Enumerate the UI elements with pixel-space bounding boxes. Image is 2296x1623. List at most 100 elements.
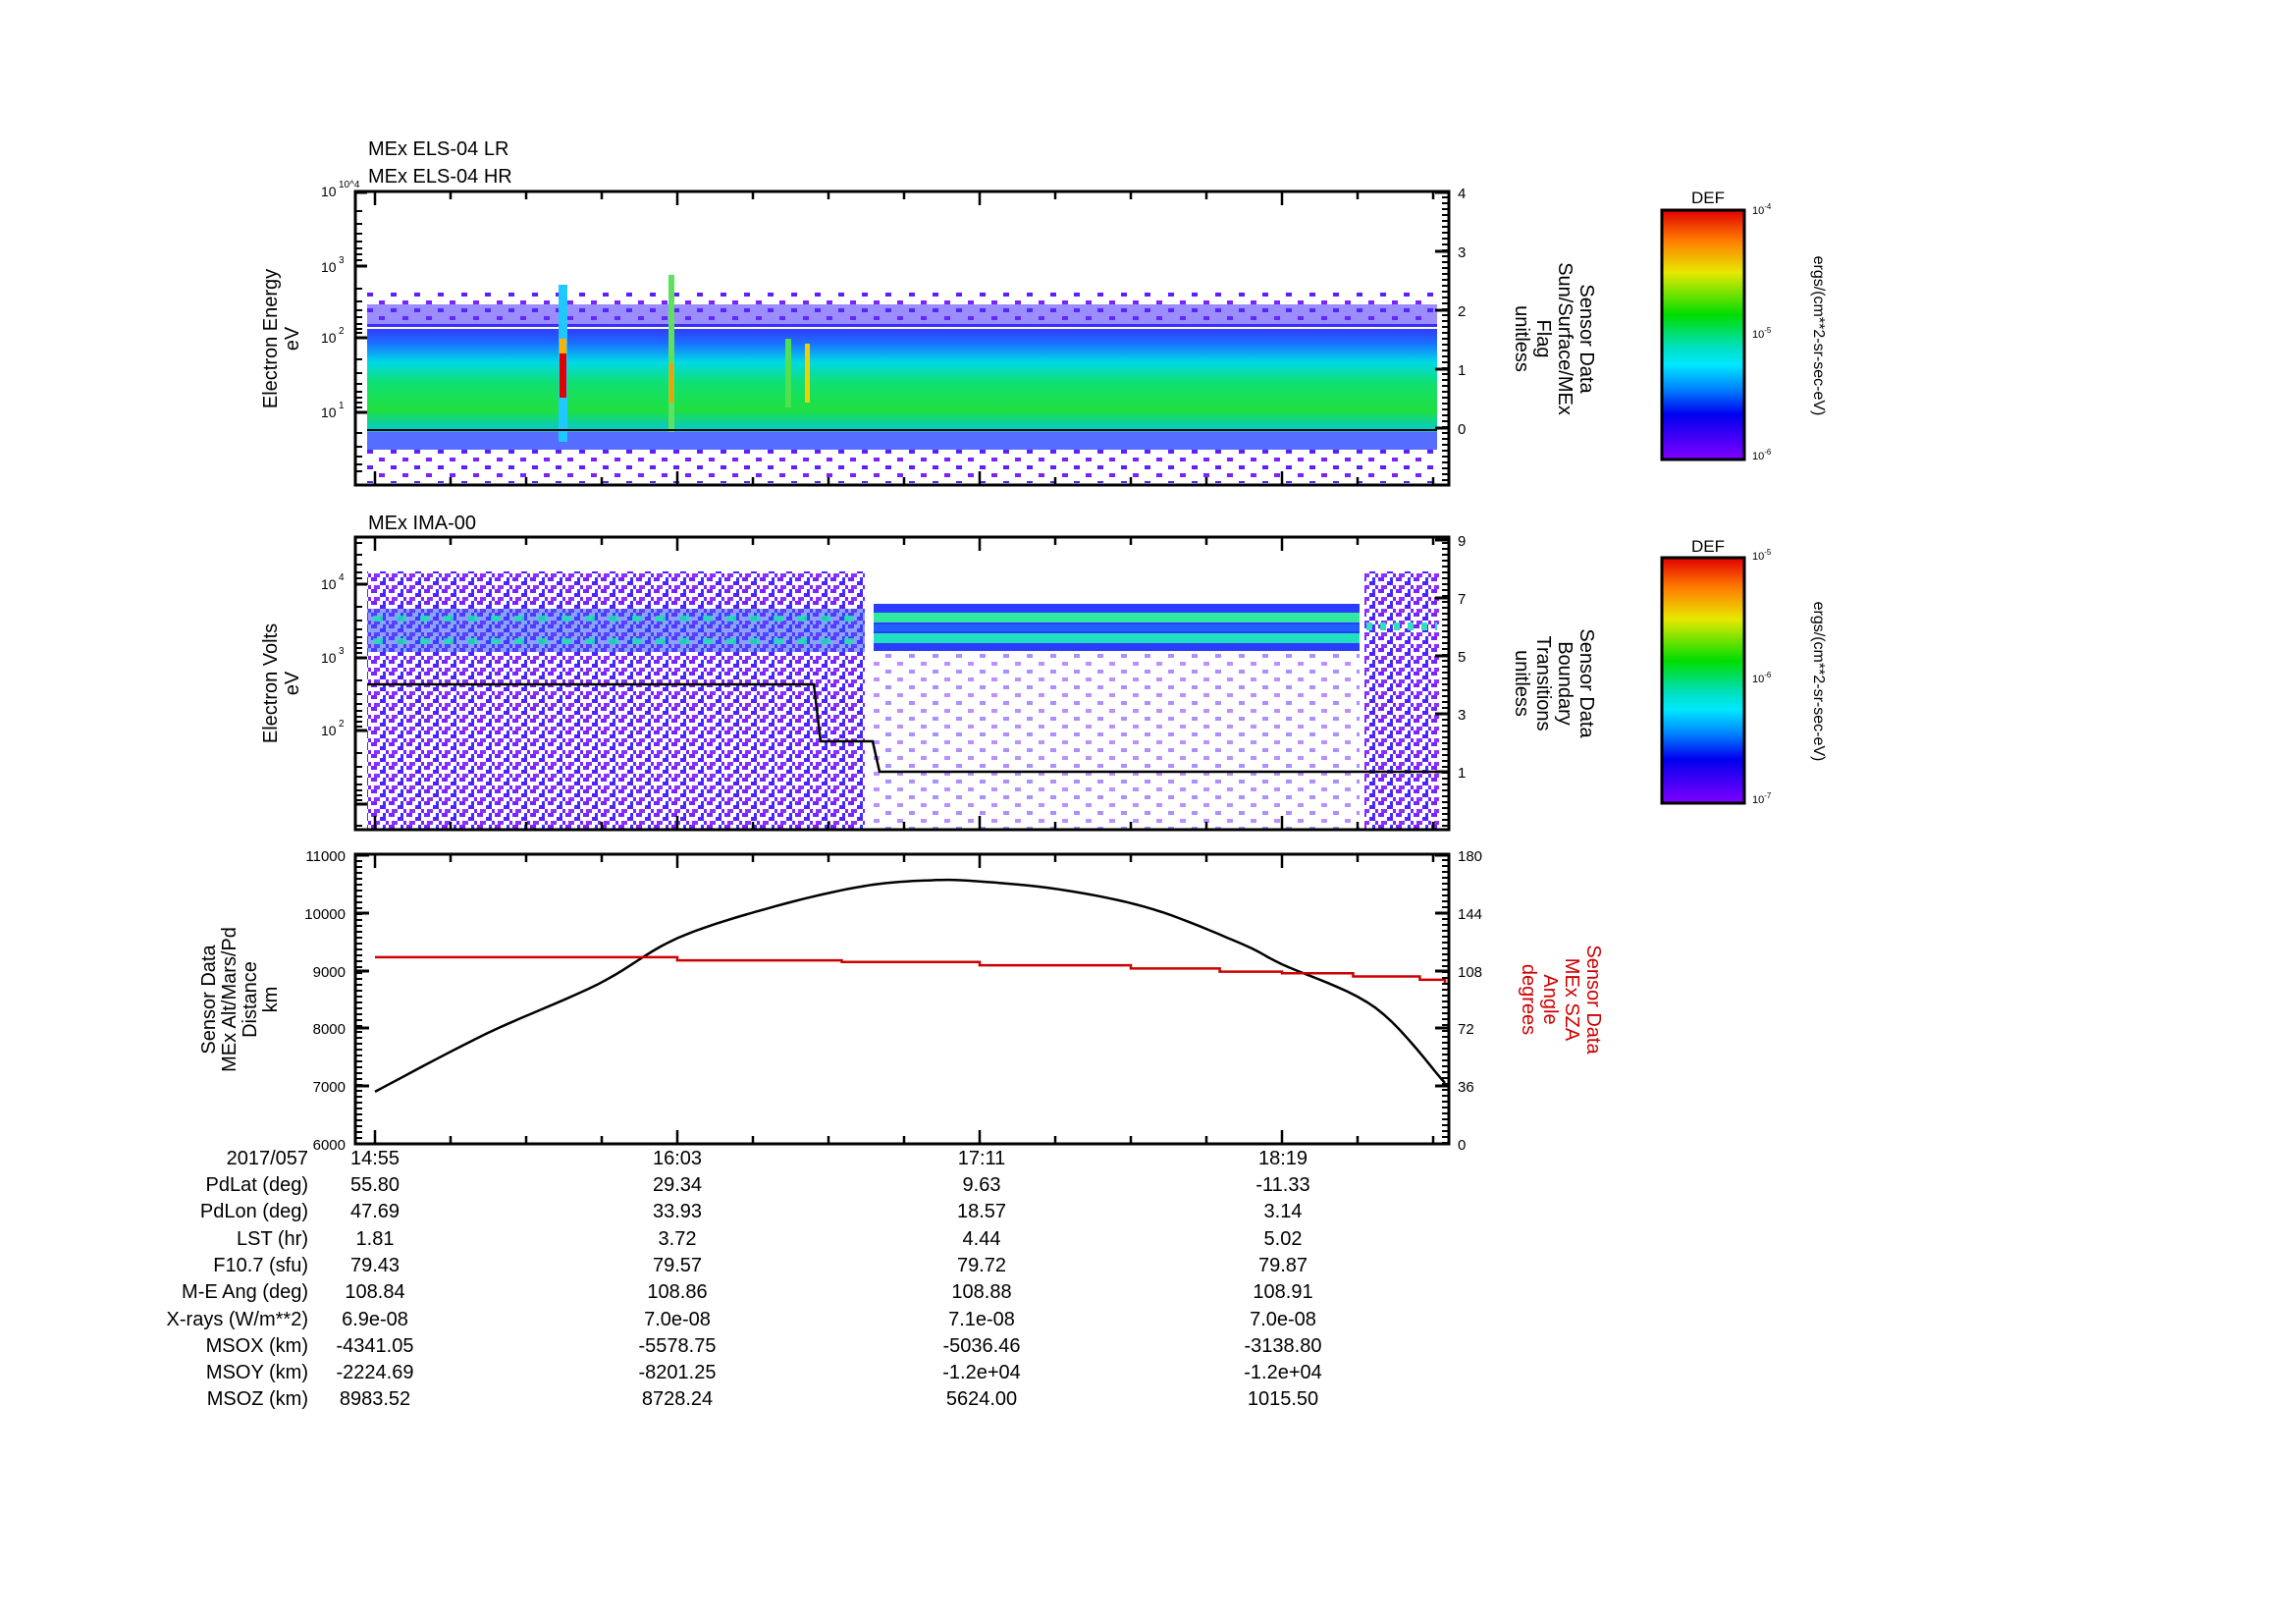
svg-text:1: 1	[339, 401, 345, 411]
svg-text:DEF: DEF	[1691, 537, 1725, 556]
ephemeris-value: 3.14	[1263, 1201, 1303, 1223]
svg-text:Sun/Surface/MEx: Sun/Surface/MEx	[1554, 262, 1575, 415]
time-label: 14:55	[349, 1148, 400, 1169]
panel-title-els-hr: MEx ELS-04 HR	[368, 166, 512, 188]
svg-text:36: 36	[1458, 1079, 1474, 1096]
svg-text:5: 5	[1458, 649, 1466, 666]
svg-text:2: 2	[339, 719, 345, 730]
svg-text:10^4: 10^4	[339, 180, 360, 190]
ephemeris-value: 33.93	[652, 1201, 703, 1223]
svg-text:2: 2	[1458, 303, 1466, 320]
ephemeris-date: 2017/057	[226, 1148, 308, 1169]
ephemeris-value: -4341.05	[336, 1334, 414, 1357]
svg-text:72: 72	[1458, 1021, 1474, 1038]
ephemeris-value: 4.44	[962, 1227, 1001, 1250]
ephemeris-value: 7.1e-08	[948, 1308, 1015, 1330]
sza-line	[375, 955, 1447, 984]
ephemeris-value: -1.2e+04	[942, 1362, 1021, 1384]
ephemeris-value: 79.57	[652, 1254, 703, 1276]
svg-text:10: 10	[321, 405, 337, 420]
left-axis-label-els-line1: Electron Energy	[260, 269, 282, 408]
ephemeris-value: 1.81	[355, 1227, 395, 1250]
svg-text:0: 0	[1458, 1137, 1466, 1154]
svg-text:ergs/(cm**2-sr-sec-eV): ergs/(cm**2-sr-sec-eV)	[1810, 602, 1827, 762]
ephemeris-value: 29.34	[652, 1174, 703, 1196]
ephemeris-row-label: F10.7 (sfu)	[213, 1254, 308, 1276]
left-axis-label-ima-line2: eV	[282, 671, 303, 695]
svg-text:Angle: Angle	[1539, 974, 1561, 1024]
svg-text:MEx SZA: MEx SZA	[1561, 958, 1582, 1042]
panel-title-ima: MEx IMA-00	[368, 513, 476, 534]
svg-text:10-7: 10-7	[1752, 791, 1772, 806]
left-axis-label-els-line2: eV	[282, 326, 303, 351]
ephemeris-row-label: MSOZ (km)	[206, 1388, 308, 1411]
svg-text:180: 180	[1458, 848, 1482, 865]
els-spectrogram	[367, 275, 1437, 483]
svg-text:10: 10	[321, 576, 337, 592]
svg-text:Sensor Data: Sensor Data	[1582, 945, 1604, 1055]
ephemeris-value: 18.57	[956, 1201, 1007, 1223]
svg-text:1: 1	[1458, 362, 1466, 379]
svg-text:10000: 10000	[304, 906, 346, 923]
ephemeris-value: 108.91	[1253, 1281, 1313, 1304]
ephemeris-value: 7.0e-08	[644, 1308, 711, 1330]
right-axis-label-els: Sensor Data Sun/Surface/MEx Flag unitles…	[1511, 262, 1597, 415]
svg-text:ergs/(cm**2-sr-sec-eV): ergs/(cm**2-sr-sec-eV)	[1810, 256, 1827, 416]
svg-text:9: 9	[1458, 533, 1466, 550]
svg-text:10: 10	[321, 650, 337, 666]
svg-text:10: 10	[321, 184, 337, 199]
svg-text:9000: 9000	[313, 964, 346, 981]
svg-text:4: 4	[1458, 186, 1466, 202]
panel-altitude: 11000 10000 9000 8000 7000 6000 Sensor D…	[198, 848, 1604, 1154]
colorbar-els: DEF 10-4 10-5 10-6 ergs/(cm**2-sr-sec-eV…	[1660, 189, 1827, 462]
minor-ticks	[355, 196, 1449, 1144]
ima-spectrogram	[367, 571, 1439, 829]
ephemeris-value: 79.43	[349, 1254, 400, 1276]
right-axis-label-sza: Sensor Data MEx SZA Angle degrees	[1518, 945, 1604, 1055]
svg-text:unitless: unitless	[1511, 305, 1532, 372]
panel-els: MEx ELS-04 LR MEx ELS-04 HR 10 10^4 10 3 1	[260, 138, 1827, 487]
svg-text:10-6: 10-6	[1752, 671, 1772, 685]
svg-text:Sensor Data: Sensor Data	[1575, 628, 1597, 738]
ephemeris-value: 6.9e-08	[342, 1308, 408, 1330]
ephemeris-row-label: X-rays (W/m**2)	[166, 1308, 308, 1330]
ephemeris-value: 8983.52	[339, 1388, 411, 1411]
time-label: 16:03	[652, 1148, 703, 1169]
plot-frame-altitude	[353, 852, 1451, 1146]
ephemeris-value: 1015.50	[1247, 1388, 1319, 1411]
right-axis-sza: 180 144 108 72 36 0	[1435, 848, 1482, 1154]
ephemeris-row-label: M-E Ang (deg)	[182, 1281, 308, 1304]
ephemeris-value: 108.88	[951, 1281, 1012, 1304]
svg-text:7000: 7000	[313, 1079, 346, 1096]
ephemeris-value: 9.63	[962, 1174, 1001, 1196]
right-axis-label-ima: Sensor Data Boundary Transitions unitles…	[1511, 628, 1597, 738]
ephemeris-value: 7.0e-08	[1250, 1308, 1316, 1330]
svg-text:10-5: 10-5	[1752, 326, 1772, 341]
ephemeris-value: 8728.24	[641, 1388, 714, 1411]
ephemeris-value: 79.72	[956, 1254, 1007, 1276]
ephemeris-value: -5578.75	[638, 1334, 717, 1357]
svg-text:10: 10	[321, 330, 337, 346]
svg-text:3: 3	[1458, 707, 1466, 724]
svg-text:Boundary: Boundary	[1554, 641, 1575, 726]
ephemeris-row-label: MSOY (km)	[205, 1362, 308, 1384]
svg-text:Transitions: Transitions	[1532, 635, 1554, 730]
ephemeris-value: -1.2e+04	[1244, 1362, 1322, 1384]
left-axis-els: 10 10^4 10 3 10 2 10 1	[321, 180, 367, 472]
svg-text:Sensor Data: Sensor Data	[1575, 284, 1597, 394]
svg-text:Distance: Distance	[240, 961, 261, 1038]
left-axis-ima: 10 4 10 3 10 2	[321, 542, 367, 827]
ephemeris-row-label: LST (hr)	[237, 1227, 308, 1250]
svg-text:MEx Alt/Mars/Pd: MEx Alt/Mars/Pd	[219, 927, 240, 1072]
ephemeris-value: 79.87	[1257, 1254, 1308, 1276]
altitude-line	[374, 878, 1446, 1094]
svg-text:km: km	[260, 987, 282, 1013]
ephemeris-row-label: PdLon (deg)	[199, 1201, 308, 1223]
svg-text:DEF: DEF	[1691, 189, 1725, 207]
right-axis-els: 4 3 2 1 0	[1435, 186, 1466, 438]
svg-text:108: 108	[1458, 964, 1482, 981]
svg-text:2: 2	[339, 326, 345, 337]
time-label: 18:19	[1257, 1148, 1308, 1169]
ephemeris-value: 3.72	[658, 1227, 697, 1250]
ephemeris-value: 47.69	[349, 1201, 400, 1223]
